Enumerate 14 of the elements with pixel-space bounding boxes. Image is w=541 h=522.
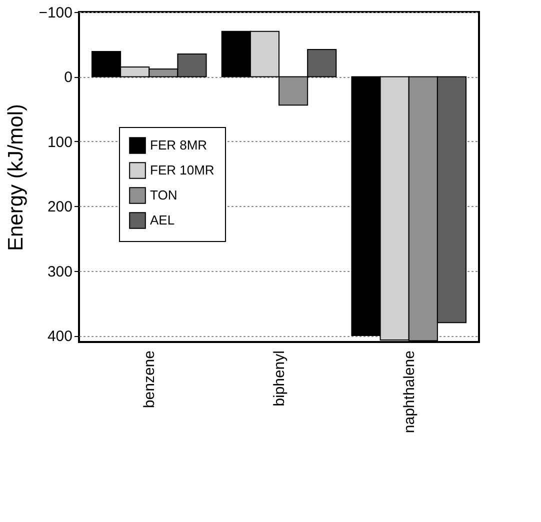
y-tick-label: 200	[47, 198, 72, 216]
legend-label: FER 8MR	[150, 138, 208, 152]
legend-label: TON	[150, 188, 178, 202]
legend-label: AEL	[150, 212, 175, 228]
y-tick-label: 0	[64, 69, 72, 86]
x-tick-label: naphthalene	[400, 350, 418, 434]
y-tick-label: 300	[47, 263, 72, 280]
legend-label: FER 10MR	[150, 162, 214, 178]
x-tick-label: biphenyl	[271, 350, 288, 406]
y-axis-title: Energy (kJ/mol)	[4, 104, 28, 252]
y-tick-label: 400	[47, 328, 72, 346]
x-tick-label: benzene	[141, 350, 158, 408]
y-tick-label: −100	[38, 4, 72, 22]
y-tick-label: 100	[47, 134, 72, 151]
